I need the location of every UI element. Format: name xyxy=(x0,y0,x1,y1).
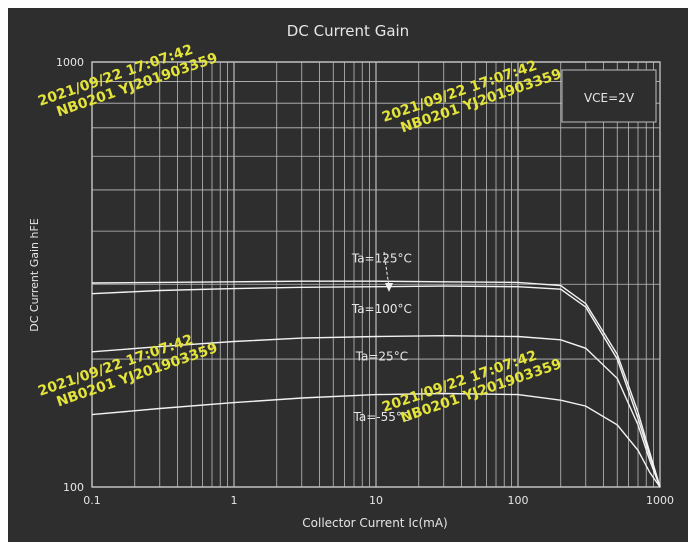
x-tick-label: 1000 xyxy=(646,494,674,507)
series-line xyxy=(91,280,661,488)
y-tick-label: 1000 xyxy=(56,56,84,69)
series-line xyxy=(91,392,661,488)
x-tick-label: 10 xyxy=(369,494,383,507)
series-annotation: Ta=25°C xyxy=(355,349,408,363)
series-annotation: Ta=125°C xyxy=(351,251,412,265)
plot-frame xyxy=(91,61,661,488)
condition-box-frame xyxy=(561,69,657,123)
series-curves xyxy=(91,280,661,488)
y-tick-label: 100 xyxy=(63,481,84,494)
series-annotation: Ta=100°C xyxy=(351,302,412,316)
series-line xyxy=(91,285,661,488)
condition-box: VCE=2V xyxy=(561,69,657,123)
x-tick-label: 100 xyxy=(508,494,529,507)
chart-title: DC Current Gain xyxy=(287,22,409,40)
x-axis-label: Collector Current Ic(mA) xyxy=(302,516,447,530)
annotation-arrow-head xyxy=(385,283,393,292)
x-tick-label: 1 xyxy=(231,494,238,507)
annotation-arrow xyxy=(383,251,390,288)
tick-labels: 0.1 1 10 100 1000 100 1000 xyxy=(56,56,674,507)
x-tick-label: 0.1 xyxy=(83,494,101,507)
series-annotation: Ta=-55°C xyxy=(353,410,411,424)
y-axis-label: DC Current Gain hFE xyxy=(28,218,41,332)
condition-label: VCE=2V xyxy=(584,91,635,105)
series-annotations: Ta=125°C Ta=100°C Ta=25°C Ta=-55°C xyxy=(351,251,412,424)
series-line xyxy=(91,334,661,488)
